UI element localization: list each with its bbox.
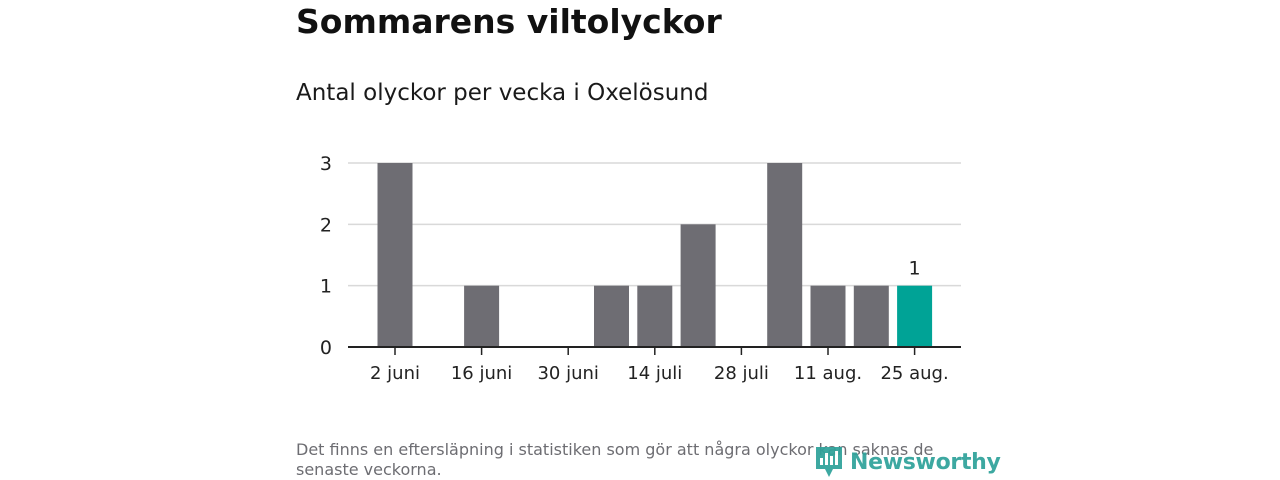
grid-lines (348, 162, 961, 287)
bar-25-aug (897, 285, 933, 347)
bar-21-juli (680, 224, 716, 347)
x-tick-label: 25 aug. (880, 363, 948, 384)
x-tick-label: 11 aug. (794, 363, 862, 384)
bar-4-aug (767, 163, 803, 347)
x-tick-label: 14 juli (627, 363, 682, 384)
x-tick-label: 2 juni (370, 363, 420, 384)
axes (348, 346, 961, 355)
y-tick-label: 0 (320, 337, 332, 359)
x-tick-label: 30 juni (537, 363, 598, 384)
logo-text: Newsworthy (850, 449, 1001, 475)
bar-11-aug (810, 285, 846, 347)
bar-14-juli (637, 285, 673, 347)
y-tick-label: 3 (320, 153, 332, 175)
chart-title: Sommarens viltolyckor (296, 2, 722, 41)
bar-value-label: 1 (909, 258, 921, 280)
x-tick-label: 16 juni (451, 363, 512, 384)
bar-16-juni (464, 285, 500, 347)
bar-2-juni (377, 163, 413, 347)
y-tick-label: 2 (320, 214, 332, 236)
bar-7-juli (594, 285, 629, 347)
newsworthy-logo: Newsworthy (814, 444, 1001, 480)
x-tick-label: 28 juli (714, 363, 769, 384)
chart-subtitle: Antal olyckor per vecka i Oxelösund (296, 80, 709, 106)
footnote: Det finns en eftersläpning i statistiken… (296, 440, 934, 479)
newsworthy-logo-icon (816, 447, 842, 477)
bar-18-aug (853, 285, 889, 347)
bars (377, 163, 933, 347)
y-tick-label: 1 (320, 276, 332, 298)
